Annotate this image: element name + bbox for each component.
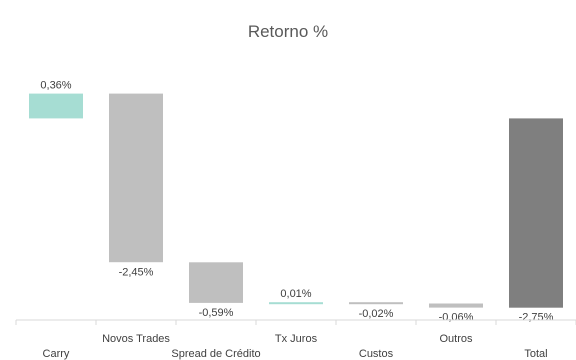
bar-4	[349, 302, 403, 305]
value-label-5: -0,06%	[439, 312, 474, 324]
bar-2	[189, 262, 243, 303]
category-label-1: Novos Trades	[102, 333, 170, 345]
bar-1	[109, 93, 163, 263]
value-label-1: -2,45%	[119, 266, 154, 278]
axis-layer	[15, 319, 576, 325]
category-label-5: Outros	[439, 333, 473, 345]
category-label-2: Spread de Crédito	[171, 348, 260, 360]
category-label-0: Carry	[43, 348, 70, 360]
bar-6	[509, 118, 563, 308]
bars-layer	[29, 93, 563, 308]
value-label-6: -2,75%	[519, 312, 554, 324]
category-label-4: Custos	[359, 348, 394, 360]
chart-title: Retorno %	[247, 22, 329, 41]
value-label-0: 0,36%	[40, 80, 71, 92]
bar-3	[269, 302, 323, 305]
value-label-4: -0,02%	[359, 308, 394, 320]
value-label-2: -0,59%	[199, 307, 234, 319]
category-label-6: Total	[524, 348, 547, 360]
value-labels-layer: 0,36% -2,45% -0,59% 0,01% -0,02% -0,06% -2,75%	[40, 80, 553, 324]
value-label-3: 0,01%	[280, 288, 311, 300]
bar-5	[429, 303, 483, 308]
category-label-3: Tx Juros	[275, 333, 318, 345]
bar-0	[29, 93, 83, 119]
